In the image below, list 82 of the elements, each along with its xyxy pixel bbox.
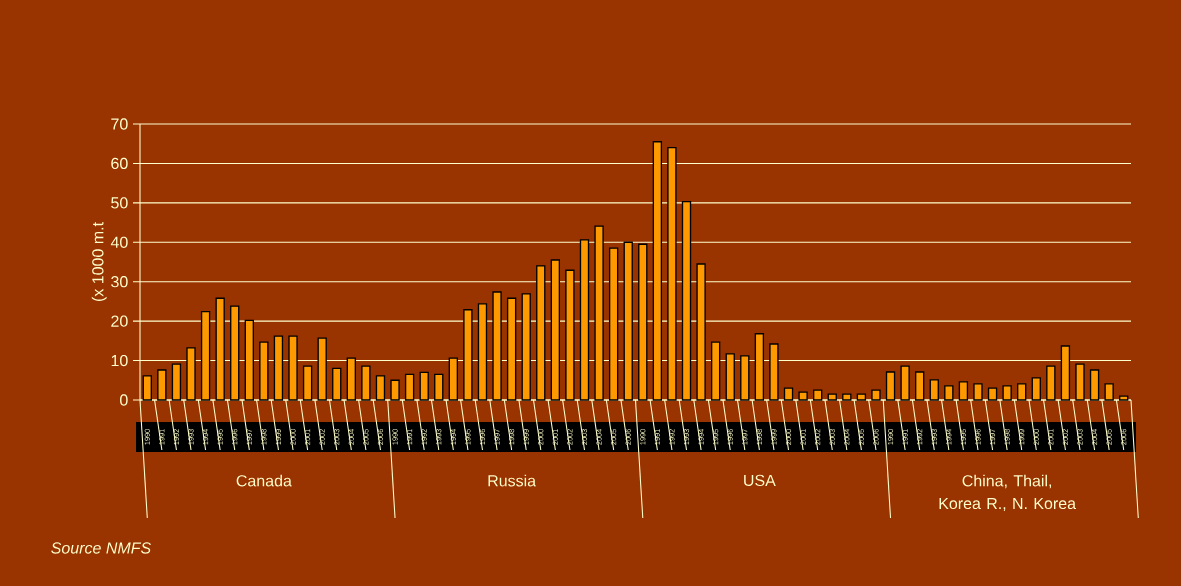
bar xyxy=(900,365,910,401)
bar xyxy=(1089,369,1100,401)
bar xyxy=(390,379,400,401)
bar xyxy=(273,335,284,401)
bar xyxy=(288,335,298,401)
bar xyxy=(754,333,765,401)
bar xyxy=(536,265,546,401)
bar xyxy=(1046,365,1056,401)
bar xyxy=(244,319,254,401)
bar xyxy=(521,293,531,401)
bar xyxy=(419,371,429,401)
y-tick-label: 60 xyxy=(111,157,128,170)
bar xyxy=(696,263,706,401)
bar xyxy=(842,393,852,401)
y-tick-label: 20 xyxy=(111,315,128,327)
bar xyxy=(375,375,386,401)
bar xyxy=(1017,383,1027,401)
text: Canada xyxy=(236,474,292,487)
bar xyxy=(915,371,925,401)
bar xyxy=(171,363,182,401)
text: Russia xyxy=(488,474,537,487)
bar xyxy=(594,225,604,401)
bar xyxy=(361,365,371,401)
bar xyxy=(506,297,517,401)
bar xyxy=(783,387,794,401)
bar xyxy=(579,239,590,401)
bar xyxy=(302,365,313,401)
bar xyxy=(157,369,167,401)
bar xyxy=(812,389,823,401)
bar xyxy=(769,343,779,401)
bar xyxy=(623,241,633,401)
y-tick-label: 40 xyxy=(110,236,128,248)
bar xyxy=(885,371,896,401)
bar xyxy=(652,141,663,401)
bar xyxy=(798,391,808,401)
bar xyxy=(958,381,969,401)
bar xyxy=(681,201,692,401)
bar xyxy=(1060,345,1071,401)
bar xyxy=(1075,363,1085,401)
bar xyxy=(1002,385,1012,401)
text: China, Thail, Korea R., N. Korea xyxy=(939,474,1077,512)
bar xyxy=(725,353,735,401)
bar xyxy=(404,373,415,401)
bar xyxy=(492,291,502,401)
bar xyxy=(317,337,327,401)
bar xyxy=(1104,383,1114,401)
bar xyxy=(200,311,211,401)
bar xyxy=(638,243,648,401)
y-axis-title: (x 1000 m.t xyxy=(91,222,107,302)
bar xyxy=(871,389,881,401)
y-tick-label: 50 xyxy=(111,197,128,209)
bar xyxy=(230,305,240,401)
bar xyxy=(448,357,459,401)
bar xyxy=(987,387,998,401)
bar xyxy=(856,393,867,401)
bar xyxy=(346,357,356,401)
bar xyxy=(463,309,473,401)
bar xyxy=(973,383,983,401)
bar xyxy=(1119,395,1129,401)
bar xyxy=(710,341,721,401)
bar xyxy=(477,303,488,401)
bar xyxy=(1031,377,1041,401)
bar xyxy=(215,297,225,401)
bar xyxy=(827,393,837,401)
bar xyxy=(142,375,152,401)
y-tick-label: 70 xyxy=(111,118,128,130)
bar xyxy=(332,367,342,401)
bar xyxy=(186,347,196,401)
text: Source NMFS xyxy=(51,542,151,554)
bar xyxy=(929,379,939,401)
bar xyxy=(434,373,444,401)
bar xyxy=(608,247,619,401)
bar xyxy=(667,147,677,401)
bar xyxy=(740,355,750,401)
y-tick-label: 30 xyxy=(111,276,128,288)
y-tick-label: 0 xyxy=(120,394,128,406)
text: USA xyxy=(744,474,776,487)
bar xyxy=(550,259,561,401)
bar xyxy=(565,269,575,401)
bar xyxy=(259,341,269,401)
bar xyxy=(944,385,954,401)
y-tick-label: 10 xyxy=(111,354,128,367)
